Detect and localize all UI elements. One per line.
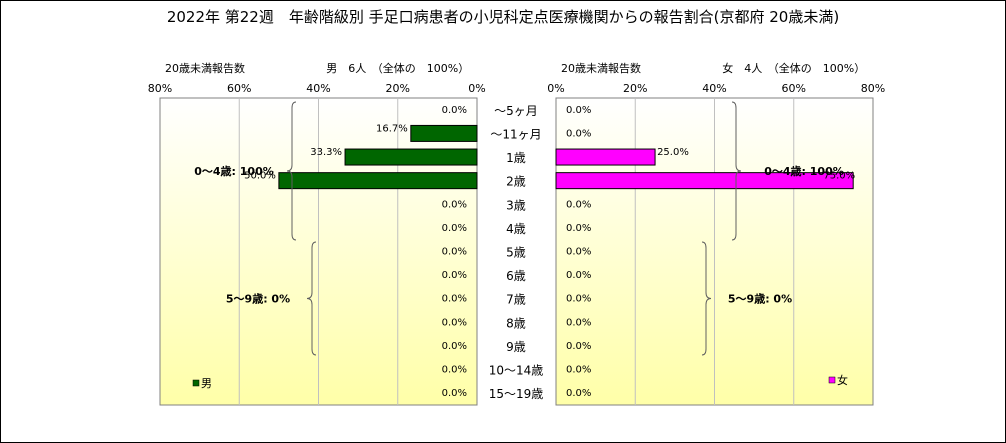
category-label: ～11ヶ月 (490, 127, 541, 141)
chart-title: 2022年 第22週 年齢階級別 手足口病患者の小児科定点医療機関からの報告割合… (166, 8, 840, 26)
category-label: ～5ヶ月 (494, 104, 538, 118)
female-data-label: 0.0% (566, 317, 591, 328)
female-x-tick-label: 60% (782, 82, 806, 95)
male-bar (410, 124, 478, 142)
brace (731, 101, 742, 241)
category-label: 4歳 (506, 222, 526, 236)
female-data-label: 0.0% (566, 270, 591, 281)
male-x-tick-label: 80% (148, 82, 172, 95)
male-data-label: 0.0% (442, 199, 467, 210)
male-bar (278, 172, 478, 190)
male-header-label: 20歳未満報告数 (165, 62, 245, 75)
female-x-tick-label: 20% (623, 82, 647, 95)
female-header-total: 女 4人 （全体の 100%） (722, 61, 865, 75)
category-label: 3歳 (506, 198, 526, 212)
female-x-tick-label: 80% (861, 82, 885, 95)
male-data-label: 0.0% (442, 294, 467, 305)
male-data-label: 0.0% (442, 223, 467, 234)
brace (286, 101, 297, 241)
male-x-tick-label: 40% (306, 82, 330, 95)
male-data-label: 50.0% (244, 171, 276, 182)
female-data-label: 25.0% (657, 147, 689, 158)
male-legend-swatch (192, 379, 200, 387)
male-data-label: 0.0% (442, 247, 467, 258)
female-data-label: 0.0% (566, 105, 591, 116)
male-bar (344, 148, 478, 166)
female-data-label: 0.0% (566, 365, 591, 376)
male-data-label: 0.0% (442, 388, 467, 399)
male-legend-label: 男 (201, 377, 212, 390)
category-label: 2歳 (506, 175, 526, 189)
brace (306, 241, 317, 356)
female-x-tick-label: 0% (547, 82, 564, 95)
male-data-label: 33.3% (310, 147, 342, 158)
male-data-label: 0.0% (442, 365, 467, 376)
female-x-tick-label: 40% (702, 82, 726, 95)
female-annotation-5-9: 5～9歳: 0% (728, 292, 792, 306)
male-x-tick-label: 60% (227, 82, 251, 95)
female-data-label: 0.0% (566, 388, 591, 399)
category-label: 1歳 (506, 151, 526, 165)
female-data-label: 0.0% (566, 128, 591, 139)
male-data-label: 0.0% (442, 317, 467, 328)
category-label: 15～19歳 (489, 387, 544, 401)
female-data-label: 0.0% (566, 223, 591, 234)
female-bar (555, 148, 656, 166)
category-label: 6歳 (506, 269, 526, 283)
male-annotation-0-4: 0～4歳: 100% (194, 164, 274, 178)
male-header-total: 男 6人 （全体の 100%） (326, 61, 469, 75)
female-bar (555, 172, 854, 190)
brace (701, 241, 712, 356)
male-x-tick-label: 20% (386, 82, 410, 95)
female-data-label: 0.0% (566, 294, 591, 305)
female-data-label: 0.0% (566, 199, 591, 210)
female-legend-label: 女 (837, 373, 848, 387)
female-data-label: 75.0% (823, 171, 855, 182)
category-label: 7歳 (506, 293, 526, 307)
male-data-label: 0.0% (442, 341, 467, 352)
female-data-label: 0.0% (566, 341, 591, 352)
category-label: 10～14歳 (489, 364, 544, 378)
female-header-label: 20歳未満報告数 (561, 62, 641, 75)
category-label: 9歳 (506, 340, 526, 354)
female-data-label: 0.0% (566, 247, 591, 258)
male-data-label: 16.7% (376, 123, 408, 134)
female-legend-swatch (828, 376, 836, 384)
male-data-label: 0.0% (442, 270, 467, 281)
male-annotation-5-9: 5～9歳: 0% (226, 292, 290, 306)
male-x-tick-label: 0% (468, 82, 485, 95)
category-label: 8歳 (506, 316, 526, 330)
category-label: 5歳 (506, 246, 526, 260)
female-annotation-0-4: 0～4歳: 100% (764, 164, 844, 178)
male-data-label: 0.0% (442, 105, 467, 116)
